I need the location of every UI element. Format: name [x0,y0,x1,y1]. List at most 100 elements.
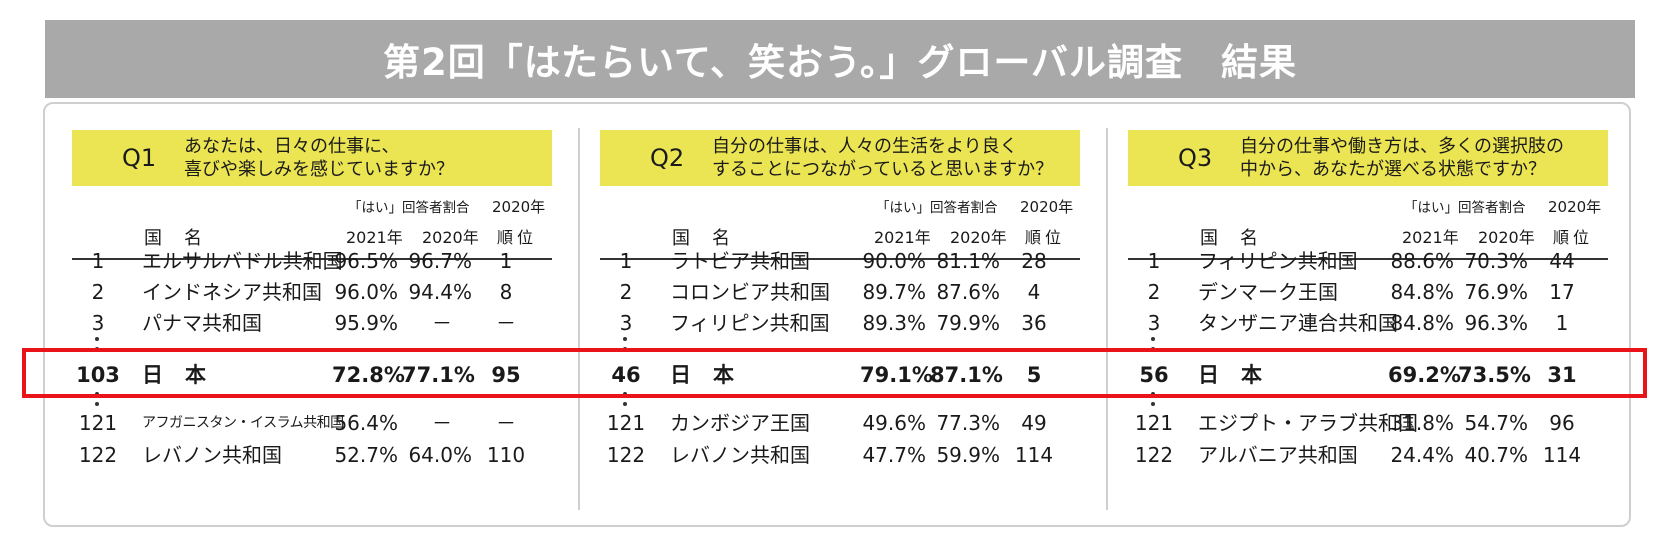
rank-2020-cell: 49 [1021,411,1047,435]
year-2020-header: 2020年 [950,228,1007,247]
table-row: 3 タンザニア連合共和国 84.8% 96.3% 1 [1128,308,1608,338]
question-number: Q1 [122,144,157,172]
country-cell: パナマ共和国 [142,311,262,335]
table-row: 3 フィリピン共和国 89.3% 79.9% 36 [600,308,1080,338]
ratio-2020-cell: 77.3% [936,411,1000,435]
table-row: 1 ラトビア共和国 90.0% 81.1% 28 [600,246,1080,276]
rank-cell: 121 [606,411,646,435]
ratio-2020-cell: 87.6% [936,280,1000,304]
table-row: 122 レバノン共和国 52.7% 64.0% 110 [72,440,552,470]
country-cell: タンザニア連合共和国 [1198,311,1398,335]
table-row: 1 フィリピン共和国 88.6% 70.3% 44 [1128,246,1608,276]
rank-header: 順位 [1025,228,1066,247]
ratio-2020-cell: 81.1% [936,249,1000,273]
country-cell: エジプト・アラブ共和国 [1198,411,1418,435]
table-row: 3 パナマ共和国 95.9% － － [72,308,552,338]
rank-cell: 1 [91,249,105,273]
table-row: 121 エジプト・アラブ共和国 31.8% 54.7% 96 [1128,408,1608,438]
ratio-2021-cell: 49.6% [862,411,926,435]
question-text: あなたは、日々の仕事に、 喜びや楽しみを感じていますか？ [184,135,454,181]
japan-row: 46 日本 79.1% 87.1% 5 [600,360,1080,390]
rank-2020-cell: 36 [1021,311,1047,335]
country-cell: コロンビア共和国 [670,280,830,304]
ratio-2020-cell: 73.5% [1458,363,1531,387]
rank-2020-cell: 110 [486,443,526,467]
page-title: 第2回「はたらいて、笑おう。」グローバル調査 結果 [45,20,1635,98]
country-cell: インドネシア共和国 [142,280,322,304]
rank-cell: 3 [619,311,633,335]
question-text: 自分の仕事や働き方は、多くの選択肢の 中から、あなたが選べる状態ですか？ [1240,135,1564,181]
rank-cell: 2 [1147,280,1161,304]
country-cell: カンボジア王国 [670,411,810,435]
ratio-2021-cell: 95.9% [334,311,398,335]
ratio-2021-cell: 52.7% [334,443,398,467]
ratio-2020-cell: 77.1% [402,363,475,387]
rank-2020-cell: 5 [1026,363,1042,387]
country-cell: アルバニア共和国 [1198,443,1358,467]
rank-year-header: 2020年 [1548,198,1602,216]
table-row: 2 コロンビア共和国 89.7% 87.6% 4 [600,277,1080,307]
question-text: 自分の仕事は、人々の生活をより良く することにつながっていると思いますか？ [712,135,1053,181]
year-2020-header: 2020年 [1478,228,1535,247]
year-2020-header: 2020年 [422,228,479,247]
rank-2020-cell: － [496,311,516,335]
country-cell: アフガニスタン・イスラム共和国 [142,415,344,431]
table-row: 121 アフガニスタン・イスラム共和国 56.4% － － [72,408,552,438]
ratio-2021-cell: 89.7% [862,280,926,304]
rank-cell: 3 [1147,311,1161,335]
ratio-2020-cell: 79.9% [936,311,1000,335]
question-line-2: することにつながっていると思いますか？ [712,159,1054,180]
ratio-2020-cell: 40.7% [1464,443,1528,467]
question-line-1: あなたは、日々の仕事に、 [184,136,400,157]
question-line-1: 自分の仕事や働き方は、多くの選択肢の [1240,136,1564,157]
country-cell: エルサルバドル共和国 [142,249,343,273]
question-box: Q1 あなたは、日々の仕事に、 喜びや楽しみを感じていますか？ [72,130,552,186]
rank-2020-cell: 95 [491,363,521,387]
ratio-header: 「はい」回答者割合 [1404,200,1526,216]
rank-2020-cell: 8 [499,280,513,304]
ratio-2021-cell: 47.7% [862,443,926,467]
rank-cell: 1 [619,249,633,273]
question-panel-q3: Q3 自分の仕事や働き方は、多くの選択肢の 中から、あなたが選べる状態ですか？ 「はい… [1128,130,1608,467]
country-cell: デンマーク王国 [1198,280,1338,304]
question-box: Q3 自分の仕事や働き方は、多くの選択肢の 中から、あなたが選べる状態ですか？ [1128,130,1608,186]
rank-2020-cell: 114 [1542,443,1582,467]
rank-2020-cell: 114 [1014,443,1054,467]
rank-2020-cell: 96 [1549,411,1575,435]
question-line-1: 自分の仕事は、人々の生活をより良く [712,136,1018,157]
rank-2020-cell: － [496,411,516,435]
country-cell: ラトビア共和国 [670,249,810,273]
ratio-header: 「はい」回答者割合 [876,200,998,216]
ratio-2021-cell: 89.3% [862,311,926,335]
ratio-2020-cell: 87.1% [930,363,1003,387]
rank-cell: 1 [1147,249,1161,273]
ratio-2020-cell: 76.9% [1464,280,1528,304]
question-box: Q2 自分の仕事は、人々の生活をより良く することにつながっていると思いますか？ [600,130,1080,186]
rank-2020-cell: 17 [1549,280,1575,304]
rank-2020-cell: 1 [1555,311,1569,335]
table-row: 1 エルサルバドル共和国 96.5% 96.7% 1 [72,246,552,276]
question-number: Q3 [1178,144,1213,172]
ratio-2021-cell: 24.4% [1390,443,1454,467]
japan-highlight-box [22,348,1647,398]
country-cell: 日本 [142,363,228,387]
rank-cell: 122 [78,443,118,467]
rank-header: 順位 [497,228,538,247]
rank-cell: 122 [606,443,646,467]
question-panel-q1: Q1 あなたは、日々の仕事に、 喜びや楽しみを感じていますか？ 「はい」回答者割合 20… [72,130,552,467]
ratio-2020-cell: 54.7% [1464,411,1528,435]
country-cell: フィリピン共和国 [670,311,830,335]
japan-row: 56 日本 69.2% 73.5% 31 [1128,360,1608,390]
rank-cell: 2 [619,280,633,304]
rank-cell: 121 [78,411,118,435]
ratio-2020-cell: 96.3% [1464,311,1528,335]
ratio-header: 「はい」回答者割合 [348,200,470,216]
ratio-2021-cell: 69.2% [1388,363,1461,387]
ratio-2020-cell: 70.3% [1464,249,1528,273]
table-row: 122 レバノン共和国 47.7% 59.9% 114 [600,440,1080,470]
rank-2020-cell: 28 [1021,249,1047,273]
ratio-2020-cell: 59.9% [936,443,1000,467]
table-row: 121 カンボジア王国 49.6% 77.3% 49 [600,408,1080,438]
rank-cell: 3 [91,311,105,335]
column-divider [578,128,580,510]
